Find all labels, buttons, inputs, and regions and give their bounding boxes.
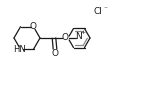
Text: O: O xyxy=(51,49,59,58)
Text: O: O xyxy=(61,33,69,42)
Text: O: O xyxy=(30,22,37,31)
Text: +: + xyxy=(80,31,86,36)
Text: Cl: Cl xyxy=(93,6,102,15)
Text: HN: HN xyxy=(13,45,26,54)
Text: N: N xyxy=(76,32,82,41)
Text: ⁻: ⁻ xyxy=(103,4,107,13)
